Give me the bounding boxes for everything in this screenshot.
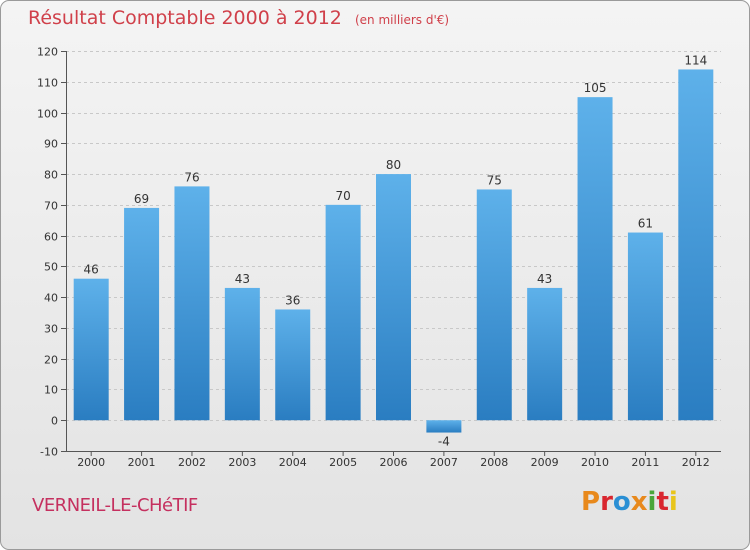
- bar-2011: [627, 232, 663, 421]
- axes: -10 0 10 20 30 40 50 60 70 80 90 100 110 120 2000 2001 2…: [37, 46, 721, 469]
- logo-letter: i: [647, 487, 657, 517]
- x-tick-label-2006: 2006: [380, 456, 408, 469]
- y-tick-label: 0: [51, 415, 58, 428]
- chart-title: Résultat Comptable 2000 à 2012: [28, 7, 342, 29]
- bar-2003: [224, 287, 260, 421]
- y-tick-label: 100: [37, 108, 58, 121]
- value-label-2003: 43: [235, 272, 250, 286]
- bar-2006: [376, 174, 411, 421]
- value-label-2008: 75: [487, 173, 502, 187]
- x-tick-label-2000: 2000: [77, 456, 105, 469]
- chart-unit: (en milliers d'€): [354, 13, 450, 27]
- bar-2012: [678, 69, 714, 421]
- title-line: Résultat Comptable 2000 à 2012 (en milli…: [28, 7, 449, 29]
- value-label-2004: 36: [285, 293, 300, 307]
- bar-2000: [73, 278, 109, 421]
- value-label-2000: 46: [84, 263, 99, 277]
- labels: 46 69 76 43 36 70 80 -4 75 43 105 61 114: [84, 53, 708, 448]
- commune-name: VERNEIL-LE-CHéTIF: [32, 495, 198, 516]
- y-tick-label: 70: [44, 200, 58, 213]
- logo-letter: x: [630, 487, 648, 517]
- bar-2008: [476, 189, 512, 421]
- y-tick-label: 80: [44, 169, 58, 182]
- bar-2001: [124, 207, 160, 421]
- x-tick-label-2011: 2011: [631, 456, 659, 469]
- value-label-2002: 76: [184, 170, 199, 184]
- x-tick-label-2007: 2007: [430, 456, 458, 469]
- x-tick-label-2009: 2009: [531, 456, 559, 469]
- logo-letter: r: [600, 487, 613, 517]
- y-tick-label: 60: [44, 231, 58, 244]
- value-label-2009: 43: [537, 272, 552, 286]
- value-label-2007: -4: [438, 435, 450, 449]
- y-tick-label: 110: [37, 77, 58, 90]
- x-tick-label-2012: 2012: [682, 456, 710, 469]
- value-label-2011: 61: [638, 217, 653, 231]
- bar-2010: [577, 97, 613, 421]
- x-tick-label-2008: 2008: [480, 456, 508, 469]
- y-tick-label: 40: [44, 292, 58, 305]
- value-label-2010: 105: [584, 81, 607, 95]
- value-label-2012: 114: [684, 53, 707, 67]
- bar-chart: -10 0 10 20 30 40 50 60 70 80 90 100 110 120 2000 2001 2…: [37, 46, 721, 469]
- bar-2009: [527, 287, 563, 421]
- x-tick-label-2002: 2002: [178, 456, 206, 469]
- x-tick-label-2001: 2001: [128, 456, 156, 469]
- y-tick-label: -10: [40, 446, 58, 459]
- logo-letter: i: [668, 487, 678, 517]
- y-tick-label: 90: [44, 138, 58, 151]
- y-tick-label: 20: [44, 354, 58, 367]
- x-tick-label-2005: 2005: [329, 456, 357, 469]
- x-tick-label-2010: 2010: [581, 456, 609, 469]
- y-tick-label: 120: [37, 46, 58, 59]
- value-label-2006: 80: [386, 158, 401, 172]
- bar-2007: [426, 420, 462, 433]
- logo-letter: P: [581, 487, 601, 517]
- x-tick-label-2003: 2003: [228, 456, 256, 469]
- y-tick-label: 50: [44, 261, 58, 274]
- value-label-2005: 70: [335, 189, 350, 203]
- bar-2004: [275, 309, 311, 421]
- bar-2002: [174, 186, 210, 421]
- y-tick-label: 10: [44, 384, 58, 397]
- logo-letter: o: [612, 487, 631, 517]
- bars: [73, 69, 714, 433]
- value-label-2001: 69: [134, 192, 149, 206]
- bar-2005: [325, 204, 361, 421]
- y-tick-label: 30: [44, 323, 58, 336]
- x-tick-label-2004: 2004: [279, 456, 307, 469]
- proxiti-logo: Proxiti: [581, 487, 678, 517]
- logo-letter: t: [656, 487, 669, 517]
